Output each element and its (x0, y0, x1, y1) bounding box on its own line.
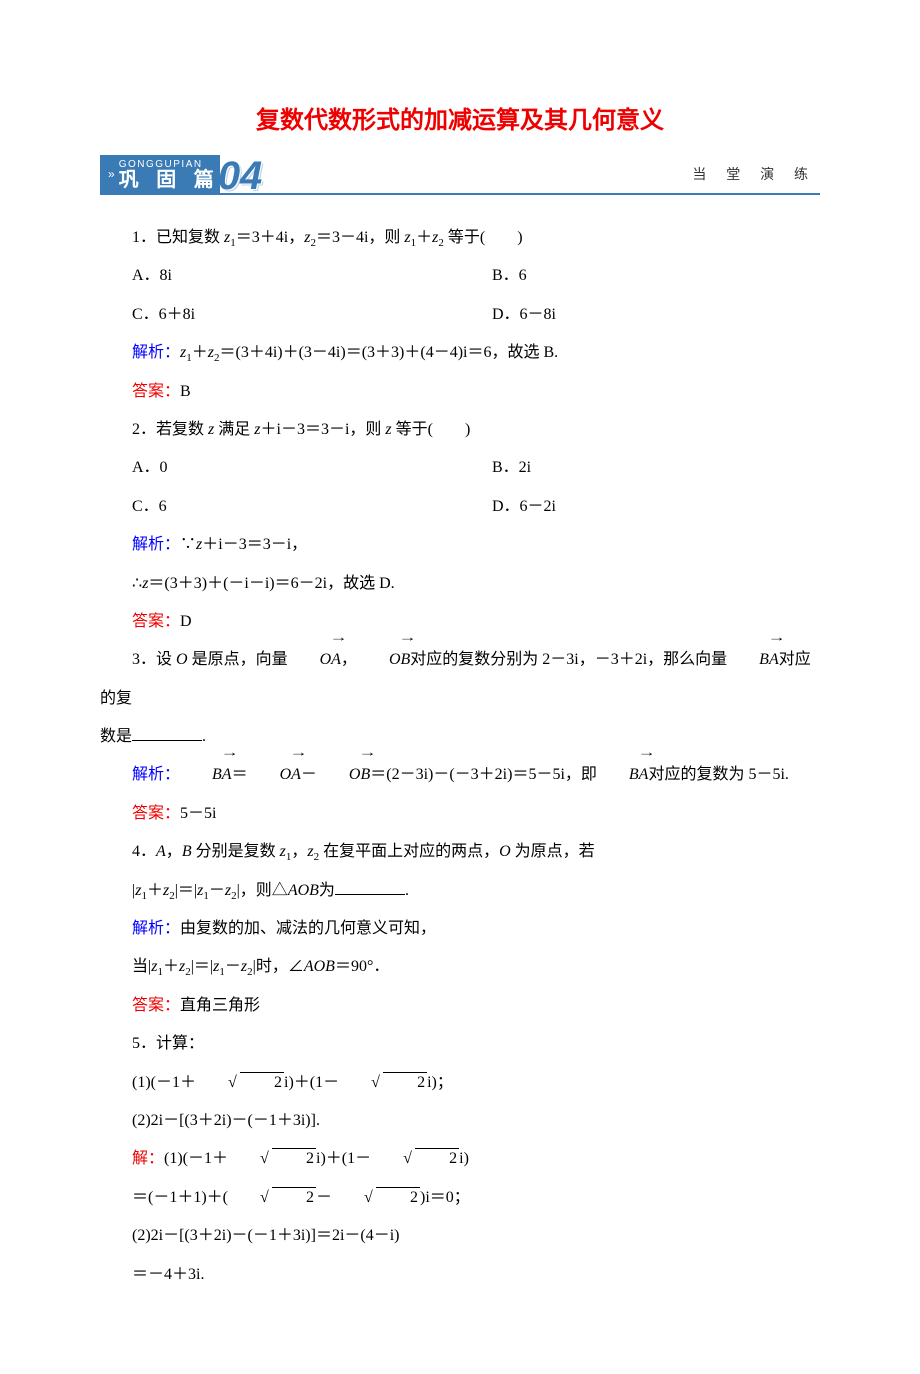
banner-cn-label: 巩 固 篇 (119, 170, 220, 190)
q2-opt-d: D．6－2i (460, 488, 820, 526)
q1-opt-a: A．8i (100, 257, 460, 295)
q5-sol-2b: ＝－4＋3i. (100, 1256, 820, 1294)
q3-answer: 答案：5－5i (100, 795, 820, 833)
q2-jiexi-2: ∴z＝(3＋3)＋(－i－i)＝6－2i，故选 D. (100, 565, 820, 603)
q1-opt-b: B．6 (460, 257, 820, 295)
q4-stem-1: 4．A，B 分别是复数 z1，z2 在复平面上对应的两点，O 为原点，若 (100, 833, 820, 871)
sqrt-icon: 2 (228, 1179, 316, 1217)
vector-ba-3: BA (597, 756, 649, 794)
sqrt-icon: 2 (371, 1140, 459, 1178)
vector-oa-2: OA (248, 756, 301, 794)
q3-stem-1: 3．设 O 是原点，向量OA，OB对应的复数分别为 2－3i，－3＋2i，那么向… (100, 641, 820, 718)
q2-answer: 答案：D (100, 603, 820, 641)
banner-number: 04 (218, 156, 263, 196)
q4-answer: 答案：直角三角形 (100, 987, 820, 1025)
section-banner: » GONGGUPIAN 巩 固 篇 04 当 堂 演 练 (100, 155, 820, 195)
q3-jiexi: 解析：BA＝OA－OB＝(2－3i)－(－3＋2i)＝5－5i，即BA对应的复数… (100, 756, 820, 794)
q1-stem: 1．已知复数 z1＝3＋4i，z2＝3－4i，则 z1＋z2 等于( ) (100, 219, 820, 257)
q2-opt-b: B．2i (460, 449, 820, 487)
q5-sol-2a: (2)2i－[(3＋2i)－(－1＋3i)]＝2i－(4－i) (100, 1217, 820, 1255)
q1-opt-d: D．6－8i (460, 296, 820, 334)
q5-part2: (2)2i－[(3＋2i)－(－1＋3i)]. (100, 1102, 820, 1140)
q1-answer: 答案：B (100, 373, 820, 411)
q1-options-row1: A．8i B．6 (100, 257, 820, 295)
banner-right-label: 当 堂 演 练 (692, 164, 820, 184)
q5-part1: (1)(－1＋2i)＋(1－2i)； (100, 1064, 820, 1102)
vector-ba-2: BA (180, 756, 232, 794)
blank-field-2 (335, 881, 405, 895)
sqrt-icon: 2 (228, 1140, 316, 1178)
q2-jiexi-1: 解析：∵z＋i－3＝3－i， (100, 526, 820, 564)
q4-jiexi-1: 解析：由复数的加、减法的几何意义可知， (100, 910, 820, 948)
q2-opt-c: C．6 (100, 488, 460, 526)
q4-stem-2: |z1＋z2|＝|z1－z2|，则△AOB为. (100, 872, 820, 910)
q2-options-row2: C．6 D．6－2i (100, 488, 820, 526)
banner-pinyin: GONGGUPIAN (119, 159, 220, 170)
content-body: 1．已知复数 z1＝3＋4i，z2＝3－4i，则 z1＋z2 等于( ) A．8… (100, 219, 820, 1294)
q2-opt-a: A．0 (100, 449, 460, 487)
sqrt-icon: 2 (339, 1064, 427, 1102)
sqrt-icon: 2 (332, 1179, 420, 1217)
vector-ob-2: OB (317, 756, 370, 794)
q1-jiexi: 解析：z1＋z2＝(3＋4i)＋(3－4i)＝(3＋3)＋(4－4)i＝6，故选… (100, 334, 820, 372)
sqrt-icon: 2 (196, 1064, 284, 1102)
banner-left-block: » GONGGUPIAN 巩 固 篇 (100, 155, 220, 193)
banner-chevrons: » (108, 167, 115, 181)
vector-ob: OB (357, 641, 410, 679)
q2-stem: 2．若复数 z 满足 z＋i－3＝3－i，则 z 等于( ) (100, 411, 820, 449)
q2-options-row1: A．0 B．2i (100, 449, 820, 487)
blank-field (132, 727, 202, 741)
q5-stem: 5．计算： (100, 1025, 820, 1063)
q1-opt-c: C．6＋8i (100, 296, 460, 334)
q4-jiexi-2: 当|z1＋z2|＝|z1－z2|时，∠AOB＝90°． (100, 948, 820, 986)
q1-options-row2: C．6＋8i D．6－8i (100, 296, 820, 334)
q5-sol-1b: ＝(－1＋1)＋(2－2)i＝0； (100, 1179, 820, 1217)
vector-oa: OA (288, 641, 341, 679)
vector-ba: BA (727, 641, 779, 679)
page-title: 复数代数形式的加减运算及其几何意义 (100, 100, 820, 135)
q5-sol-1: 解：(1)(－1＋2i)＋(1－2i) (100, 1140, 820, 1178)
